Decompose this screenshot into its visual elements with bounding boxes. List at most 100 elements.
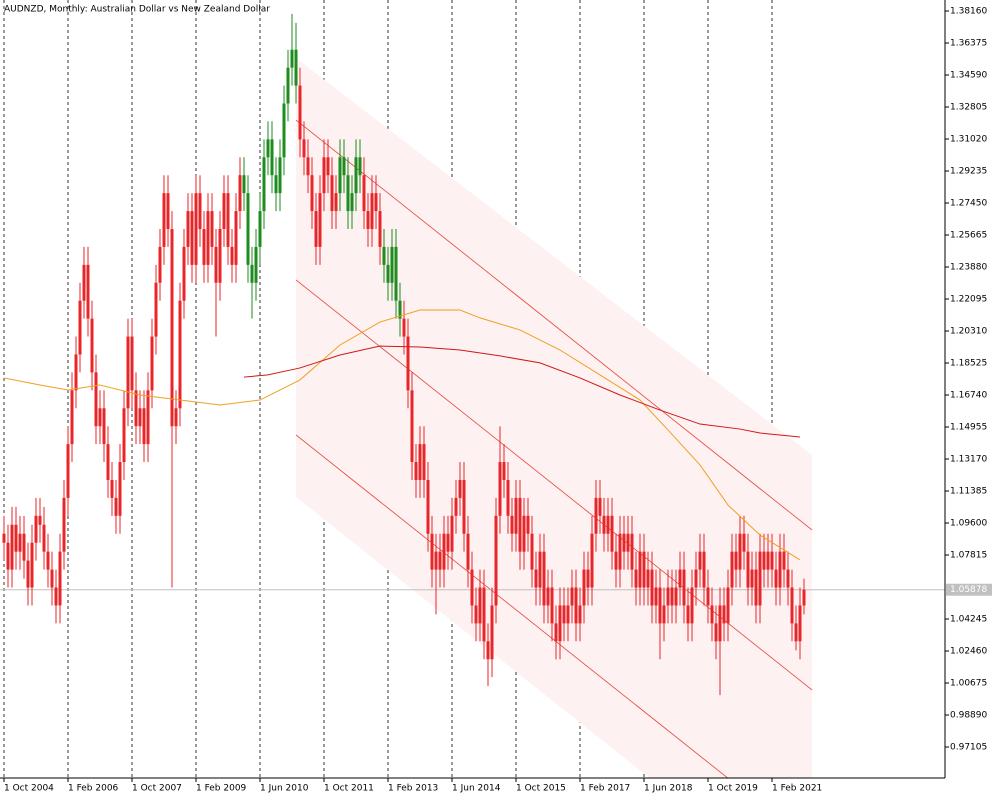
candle-body bbox=[594, 497, 598, 534]
candle-body bbox=[166, 193, 170, 229]
candle-body bbox=[222, 193, 226, 229]
candle-body bbox=[630, 533, 634, 570]
candle-body bbox=[686, 605, 690, 624]
candle-body bbox=[398, 300, 402, 319]
candle-body bbox=[394, 246, 398, 301]
candle-body bbox=[58, 551, 62, 606]
candle-body bbox=[518, 497, 522, 552]
candle-body bbox=[62, 497, 66, 552]
candle-body bbox=[782, 551, 786, 570]
candle-body bbox=[514, 497, 518, 534]
plot-area bbox=[0, 0, 945, 778]
candle-body bbox=[662, 605, 666, 624]
candle-body bbox=[422, 444, 426, 480]
candle-body bbox=[774, 569, 778, 588]
candle-body bbox=[510, 515, 514, 534]
candle-body bbox=[338, 157, 342, 194]
candle-body bbox=[626, 533, 630, 552]
candle-body bbox=[218, 228, 222, 283]
candle-body bbox=[54, 587, 58, 606]
candle-body bbox=[246, 193, 250, 265]
candle-body bbox=[642, 551, 646, 588]
candle-body bbox=[254, 246, 258, 283]
moving-average bbox=[243, 345, 801, 438]
candle-body bbox=[130, 336, 134, 391]
candle-body bbox=[410, 390, 414, 463]
candle-body bbox=[738, 533, 742, 570]
candle-body bbox=[658, 587, 662, 624]
candle-body bbox=[646, 569, 650, 588]
candle-body bbox=[598, 497, 602, 516]
candle-body bbox=[374, 193, 378, 212]
candle-body bbox=[70, 390, 74, 445]
y-tick-label: 1.18525 bbox=[950, 358, 987, 368]
candle-body bbox=[770, 551, 774, 570]
channel-line bbox=[295, 119, 813, 531]
candle-body bbox=[722, 605, 726, 624]
candle-body bbox=[262, 157, 266, 212]
candle-body bbox=[506, 479, 510, 516]
candle-body bbox=[378, 211, 382, 247]
candle-body bbox=[698, 551, 702, 570]
candle-body bbox=[418, 444, 422, 480]
candle-body bbox=[718, 605, 722, 642]
candle-body bbox=[478, 587, 482, 624]
candle-body bbox=[734, 551, 738, 570]
candle-body bbox=[706, 587, 710, 606]
candle-body bbox=[202, 228, 206, 265]
candle-body bbox=[314, 211, 318, 247]
y-tick-label: 1.11385 bbox=[950, 486, 987, 496]
candle-body bbox=[106, 444, 110, 480]
candle-body bbox=[710, 605, 714, 624]
candle-body bbox=[22, 533, 26, 561]
candle-body bbox=[186, 211, 190, 247]
candle-body bbox=[158, 246, 162, 283]
candle-body bbox=[490, 605, 494, 660]
candle-body bbox=[46, 551, 50, 570]
candle-body bbox=[230, 246, 234, 265]
candle-body bbox=[758, 551, 762, 606]
candle-body bbox=[238, 175, 242, 212]
candle-body bbox=[462, 479, 466, 534]
y-tick-label: 0.97105 bbox=[950, 742, 987, 752]
candle-body bbox=[366, 211, 370, 229]
candle-body bbox=[266, 139, 270, 158]
candle-body bbox=[678, 569, 682, 588]
candle-body bbox=[502, 462, 506, 480]
candle-body bbox=[766, 551, 770, 570]
candle-body bbox=[198, 193, 202, 229]
candle-body bbox=[670, 587, 674, 606]
candle-body bbox=[214, 246, 218, 283]
candle-body bbox=[122, 408, 126, 463]
candle-body bbox=[342, 157, 346, 176]
candle-body bbox=[786, 569, 790, 588]
y-tick-label: 1.36375 bbox=[950, 39, 987, 49]
x-tick-label: 1 Feb 2009 bbox=[196, 784, 247, 794]
candle-body bbox=[446, 533, 450, 552]
candle-body bbox=[742, 533, 746, 552]
x-tick-label: 1 Feb 2006 bbox=[68, 784, 119, 794]
candle-body bbox=[582, 569, 586, 606]
candle-body bbox=[382, 246, 386, 265]
y-tick-label: 1.04245 bbox=[950, 614, 987, 624]
candle-body bbox=[270, 139, 274, 176]
chart-title: AUDNZD, Monthly: Australian Dollar vs Ne… bbox=[4, 5, 270, 15]
candle-body bbox=[114, 497, 118, 516]
channel-line bbox=[295, 279, 813, 691]
x-tick-label: 1 Feb 2017 bbox=[580, 784, 630, 794]
x-tick-label: 1 Oct 2019 bbox=[708, 784, 758, 794]
x-tick-label: 1 Oct 2011 bbox=[324, 784, 374, 794]
candle-body bbox=[330, 175, 334, 212]
candle-body bbox=[558, 605, 562, 642]
candle-body bbox=[746, 551, 750, 588]
y-tick-label: 1.20310 bbox=[950, 326, 987, 336]
candle-body bbox=[406, 336, 410, 391]
candle-body bbox=[702, 551, 706, 588]
candle-body bbox=[442, 533, 446, 570]
candle-body bbox=[170, 228, 174, 427]
candle-body bbox=[50, 569, 54, 588]
y-tick-label: 1.34590 bbox=[950, 71, 987, 81]
candle-body bbox=[726, 587, 730, 624]
y-tick-label: 1.13170 bbox=[950, 454, 987, 464]
